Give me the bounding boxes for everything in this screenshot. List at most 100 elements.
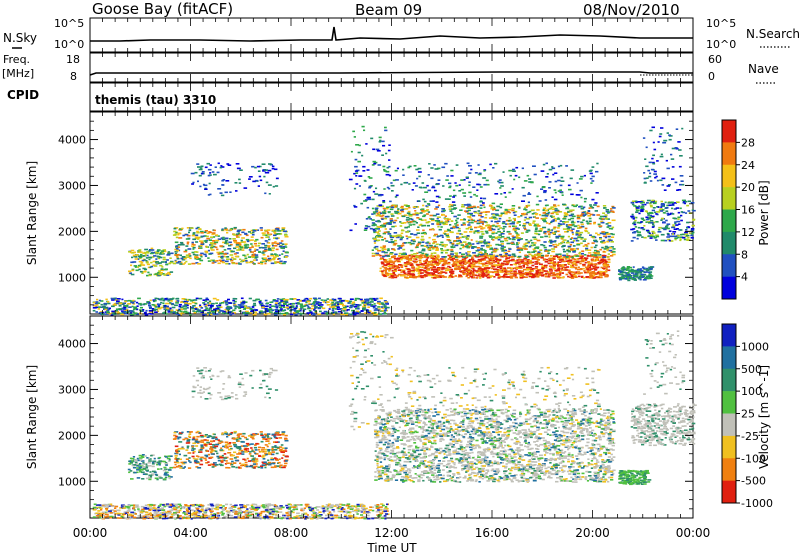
power-echo-cell (271, 309, 274, 311)
power-echo-cell (292, 298, 297, 300)
power-echo-cell (579, 214, 584, 217)
power-echo-cell (177, 260, 182, 263)
power-echo-cell (603, 271, 607, 273)
power-echo-cell (410, 239, 413, 242)
power-echo-cell (431, 246, 436, 248)
power-echo-cell (163, 256, 166, 259)
power-echo-cell (462, 272, 466, 274)
power-echo-cell (211, 259, 215, 262)
power-echo-cell (185, 260, 188, 263)
power-echo-cell (669, 235, 673, 238)
power-echo-cell (407, 236, 412, 238)
power-echo-cell (372, 297, 376, 300)
power-echo-cell (414, 255, 419, 257)
power-echo-cell (507, 254, 511, 256)
power-echo-cell (121, 310, 125, 312)
power-echo-cell (469, 196, 473, 198)
power-echo-cell (465, 254, 468, 256)
power-echo-cell (487, 270, 491, 273)
power-echo-cell (681, 211, 686, 214)
power-echo-cell (417, 200, 420, 202)
power-echo-cell (95, 304, 99, 306)
power-echo-cell (231, 262, 236, 265)
power-echo-cell (372, 224, 377, 226)
power-echo-cell (560, 257, 564, 259)
power-echo-cell (204, 231, 207, 234)
power-echo-cell (164, 305, 167, 307)
power-echo-cell (157, 303, 160, 306)
power-echo-cell (276, 298, 280, 300)
power-echo-cell (160, 301, 163, 304)
power-echo-cell (454, 244, 459, 247)
power-echo-cell (523, 247, 527, 249)
power-echo-cell (636, 221, 640, 224)
power-echo-cell (579, 233, 582, 236)
power-echo-cell (319, 310, 322, 313)
power-echo-cell (690, 237, 694, 239)
power-echo-cell (607, 233, 611, 235)
power-echo-cell (315, 303, 319, 305)
power-echo-cell (432, 242, 435, 245)
power-echo-cell (99, 306, 103, 308)
power-echo-cell (692, 219, 695, 221)
power-echo-cell (311, 305, 316, 307)
power-echo-cell (579, 251, 582, 254)
power-echo-cell (111, 298, 116, 300)
power-echo-cell (169, 257, 172, 259)
power-echo-cell (162, 302, 165, 304)
power-echo-cell (570, 221, 574, 224)
power-echo-cell (186, 299, 189, 301)
power-echo-cell (603, 248, 607, 250)
power-echo-cell (466, 221, 470, 223)
power-echo-cell (425, 253, 429, 256)
power-echo-cell (650, 268, 653, 270)
power-echo-cell (591, 272, 596, 274)
power-echo-cell (398, 255, 401, 257)
power-echo-cell (159, 256, 163, 259)
power-echo-cell (504, 269, 508, 271)
power-echo-cell (564, 269, 569, 271)
power-echo-cell (566, 206, 569, 209)
power-echo-cell (153, 309, 156, 312)
power-echo-cell (577, 271, 581, 273)
power-echo-cell (468, 184, 471, 187)
power-echo-cell (640, 270, 644, 272)
power-echo-cell (541, 267, 545, 270)
power-echo-cell (227, 298, 230, 301)
power-echo-cell (401, 207, 404, 209)
power-echo-cell (480, 221, 485, 223)
power-echo-cell (599, 238, 602, 240)
power-echo-cell (548, 274, 552, 277)
power-echo-cell (533, 173, 537, 176)
power-echo-cell (166, 254, 171, 256)
power-echo-cell (404, 257, 407, 260)
power-echo-cell (524, 271, 528, 274)
power-echo-cell (146, 301, 150, 303)
power-echo-cell (203, 309, 207, 312)
power-echo-cell (392, 248, 396, 251)
power-echo-cell (207, 257, 210, 259)
power-echo-cell (406, 220, 409, 223)
power-echo-cell (178, 312, 181, 315)
power-echo-cell (385, 255, 388, 257)
power-echo-cell (218, 259, 223, 262)
power-echo-cell (642, 279, 647, 281)
power-echo-cell (476, 231, 480, 234)
power-echo-cell (442, 209, 446, 212)
power-echo-cell (431, 228, 434, 230)
power-echo-cell (680, 211, 683, 213)
power-echo-cell (575, 271, 578, 273)
power-echo-cell (287, 308, 290, 310)
power-echo-cell (135, 301, 139, 304)
power-echo-cell (476, 189, 479, 191)
power-echo-cell (435, 201, 439, 203)
power-echo-cell (488, 217, 493, 219)
power-echo-cell (500, 193, 503, 195)
power-echo-cell (596, 205, 600, 208)
power-echo-cell (503, 270, 507, 273)
power-echo-cell (424, 256, 428, 258)
power-echo-cell (422, 241, 425, 243)
power-echo-cell (207, 312, 211, 314)
power-echo-cell (595, 240, 599, 243)
